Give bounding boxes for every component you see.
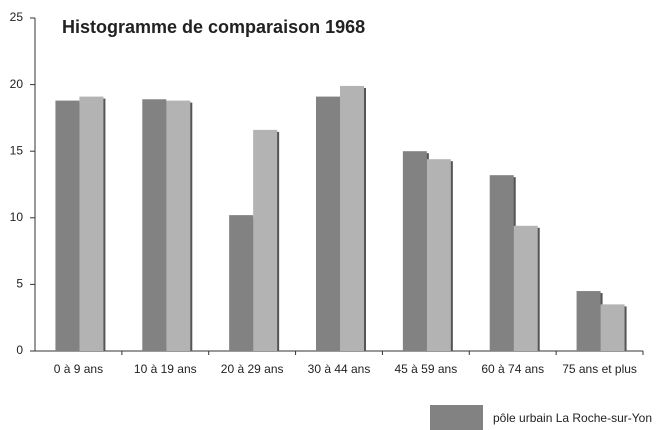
y-tick-label: 20 — [10, 77, 24, 91]
bar — [600, 304, 625, 351]
x-tick-label: 20 à 29 ans — [221, 362, 284, 376]
x-tick-label: 10 à 19 ans — [134, 362, 197, 376]
bar — [166, 100, 191, 351]
bar — [513, 225, 538, 351]
y-tick-label: 10 — [10, 210, 24, 224]
bar — [426, 159, 451, 351]
bar — [576, 291, 601, 351]
legend-swatch — [430, 405, 483, 430]
bar — [55, 100, 80, 351]
x-tick-label: 75 ans et plus — [562, 362, 637, 376]
bar — [402, 151, 427, 351]
x-tick-label: 30 à 44 ans — [308, 362, 371, 376]
chart-title: Histogramme de comparaison 1968 — [62, 17, 365, 37]
x-tick-label: 0 à 9 ans — [54, 362, 103, 376]
bar — [142, 99, 167, 351]
bar — [229, 215, 254, 351]
bar — [316, 96, 340, 351]
x-tick-label: 60 à 74 ans — [481, 362, 544, 376]
bar — [79, 96, 104, 351]
y-tick-label: 5 — [16, 277, 23, 291]
y-tick-label: 25 — [10, 10, 24, 24]
legend-label: pôle urbain La Roche-sur-Yon — [493, 411, 652, 425]
bar — [489, 175, 514, 351]
bar — [340, 85, 364, 351]
y-tick-label: 15 — [10, 143, 24, 157]
y-tick-label: 0 — [16, 343, 23, 357]
x-tick-label: 45 à 59 ans — [394, 362, 457, 376]
bar — [253, 129, 278, 351]
